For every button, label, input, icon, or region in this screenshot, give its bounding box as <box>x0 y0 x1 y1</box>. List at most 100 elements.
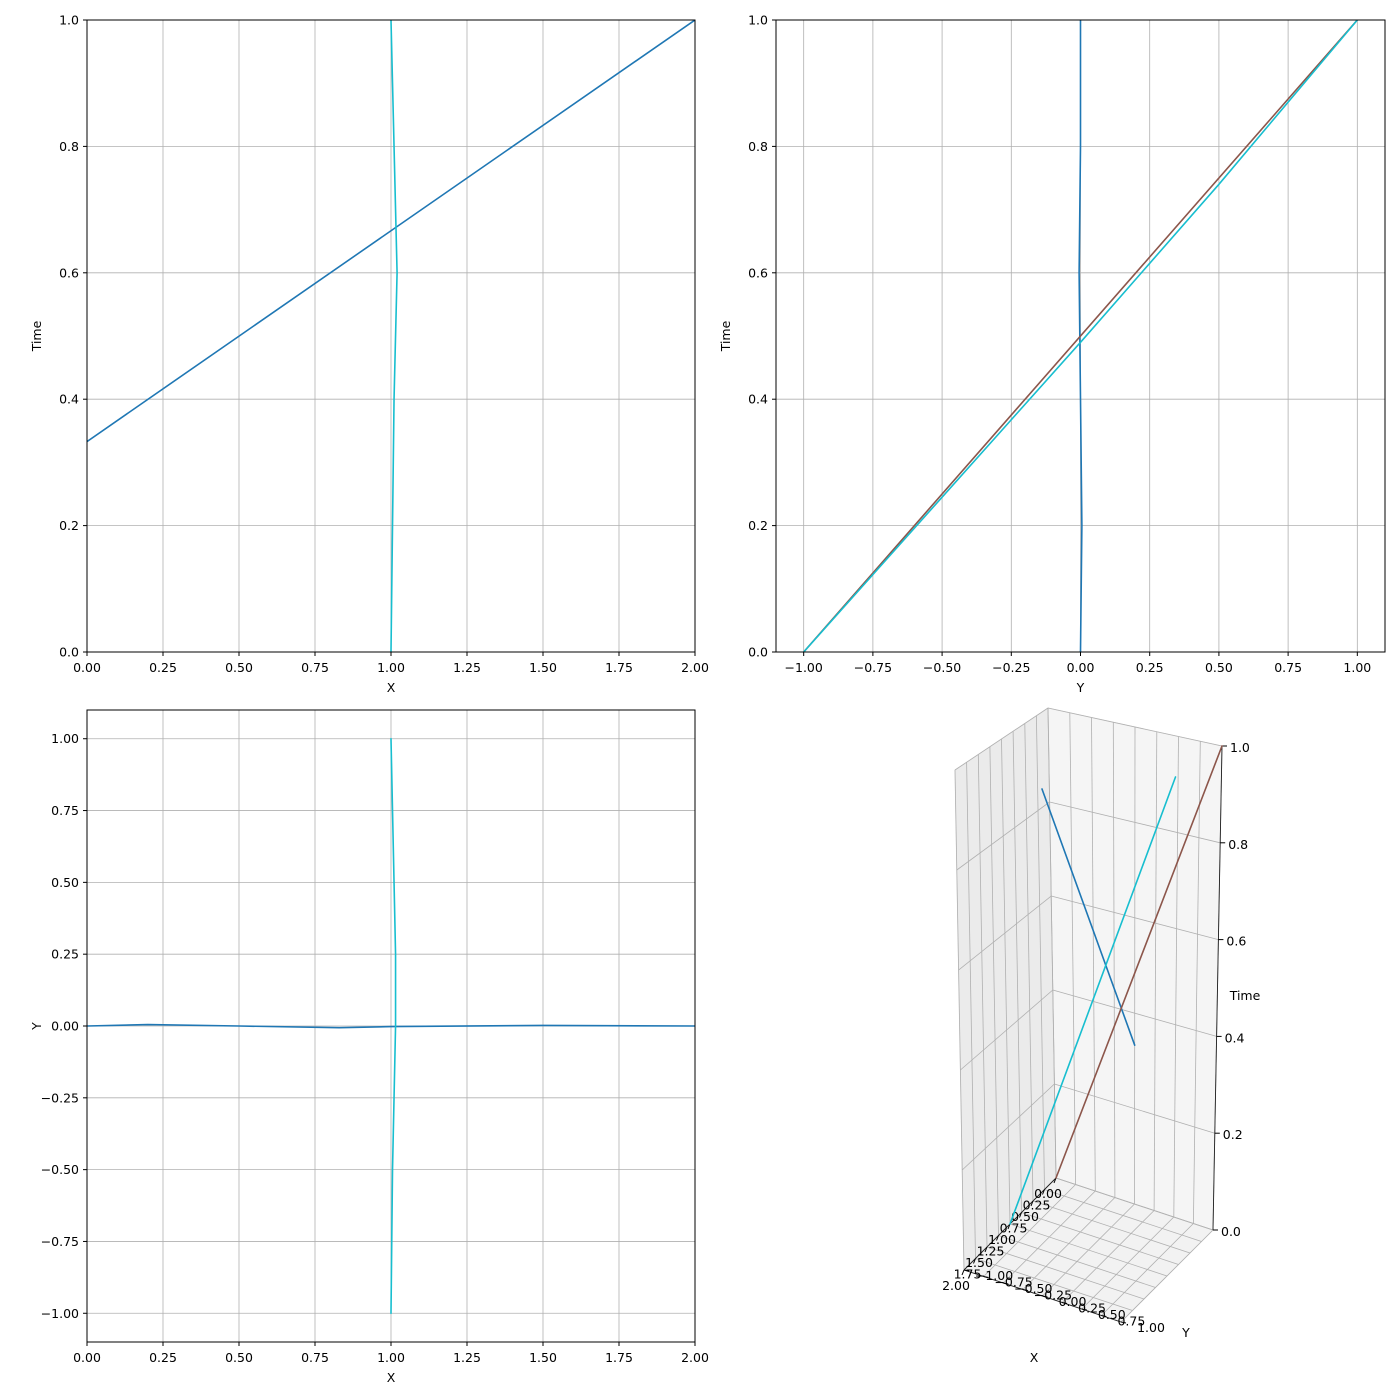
y-tick-label: −0.50 <box>41 1162 79 1177</box>
series-line-1 <box>390 20 398 652</box>
wall-y-gridline <box>1193 741 1201 1224</box>
y-tick-label: −0.25 <box>1034 1288 1072 1303</box>
chart-y-vs-time: −1.00 −0.75 −0.50 −0.25 0.00 0.25 0.50 0.75 1.00… <box>718 13 1386 695</box>
series-line-2 <box>1009 776 1177 1225</box>
y-tick-label: 1.00 <box>1137 1320 1165 1335</box>
x-tick <box>973 1258 976 1264</box>
x-tick-label: 1.00 <box>988 1232 1016 1247</box>
chart-3d-trajectories: 0.000.250.500.751.001.251.501.752.00−1.0… <box>942 707 1261 1365</box>
y-tick-label: 0.2 <box>748 518 768 533</box>
floor-y-gridline <box>1061 1210 1155 1303</box>
z-axis-edge <box>1212 745 1223 1231</box>
x-tick-label: 0.00 <box>73 660 101 675</box>
plot-frame <box>86 19 696 653</box>
x-tick-label: 0.75 <box>301 660 329 675</box>
wall-z-gridline <box>958 895 1052 971</box>
x-tick <box>1007 1223 1011 1230</box>
x-tick-label: 1.75 <box>605 1350 633 1365</box>
wall-z-gridline <box>954 707 1049 771</box>
x-tick-label: 1.25 <box>453 660 481 675</box>
y-tick <box>1062 1302 1068 1304</box>
x-tick-label: 0.00 <box>1034 1186 1062 1201</box>
x-axis-label: X <box>387 1370 396 1385</box>
y-tick-label: 0.25 <box>1078 1301 1106 1316</box>
y-tick <box>1042 1295 1048 1298</box>
wall-x-gridline <box>977 754 988 1248</box>
x-tick-label: 0.25 <box>1023 1198 1051 1213</box>
floor-y-gridline <box>983 1184 1076 1277</box>
x-tick-label: 1.00 <box>1343 660 1371 675</box>
x-axis-label: X <box>1030 1350 1039 1365</box>
x-tick-label: 0.50 <box>225 660 253 675</box>
x-tick-label: 1.50 <box>965 1255 993 1270</box>
x-tick-label: 1.75 <box>954 1267 982 1282</box>
x-tick-label: 0.25 <box>149 660 177 675</box>
wall-x-gridline <box>1012 731 1022 1213</box>
series-line-1 <box>802 20 1359 652</box>
wall-x-gridline <box>989 746 999 1236</box>
wall-y-gridline <box>1134 726 1136 1205</box>
z-axis-label: Time <box>1229 988 1261 1003</box>
x-axis-label: X <box>387 680 396 695</box>
wall-x-gridline <box>1001 738 1011 1225</box>
wall-y-gridline <box>1047 707 1057 1179</box>
y-tick-label: 1.0 <box>59 13 79 28</box>
y-tick <box>1022 1289 1028 1291</box>
x-tick <box>984 1246 988 1253</box>
x-tick-label: 0.25 <box>149 1350 177 1365</box>
x-tick <box>1030 1200 1034 1207</box>
x-tick <box>996 1235 999 1241</box>
x-tick-label: −0.50 <box>923 660 961 675</box>
x-tick-label: 1.00 <box>377 660 405 675</box>
wall-z-gridline <box>956 801 1050 871</box>
y-tick-label: −1.00 <box>41 1306 79 1321</box>
floor-y-gridline <box>1101 1223 1194 1316</box>
x-tick-label: 0.50 <box>225 1350 253 1365</box>
z-tick-label: 0.4 <box>1225 1030 1245 1045</box>
y-tick-label: 0.2 <box>59 518 79 533</box>
y-axis-label: Time <box>29 320 44 352</box>
y-tick-label: 0.8 <box>59 139 79 154</box>
wall-z-gridline <box>1049 801 1221 844</box>
wall-y-gridline <box>1091 717 1096 1192</box>
wall-z-gridline <box>1055 1177 1214 1231</box>
series-line-0 <box>1041 788 1136 1046</box>
y-tick-label: −0.50 <box>1014 1281 1052 1296</box>
wall-x-gridline <box>1024 723 1034 1202</box>
y-tick <box>963 1269 970 1272</box>
x-tick-label: 0.50 <box>1205 660 1233 675</box>
x-tick-label: 1.00 <box>377 1350 405 1365</box>
y-axis-label: Time <box>718 320 733 352</box>
y-tick-label: 0.00 <box>51 1019 79 1034</box>
wall-y-gridline <box>1173 736 1179 1218</box>
wall-z-gridline <box>1047 707 1223 747</box>
x-tick-label: 2.00 <box>681 660 709 675</box>
y-tick-label: 0.0 <box>748 645 768 660</box>
x-tick-label: 0.25 <box>1136 660 1164 675</box>
y-tick-label: −1.00 <box>975 1268 1013 1283</box>
x-tick-label: 0.00 <box>73 1350 101 1365</box>
z-tick-label: 0.0 <box>1221 1224 1241 1239</box>
y-tick-label: 0.4 <box>748 392 768 407</box>
wall-x-gridline <box>954 769 965 1271</box>
plot-frame <box>86 709 696 1343</box>
z-tick-label: 0.6 <box>1226 934 1246 949</box>
y-tick-label: 0.6 <box>59 265 79 280</box>
wall-z-gridline <box>961 1083 1055 1171</box>
y-tick <box>1101 1315 1107 1317</box>
y-tick-label: 0.8 <box>748 139 768 154</box>
y-tick <box>1003 1282 1009 1285</box>
x-tick-label: 2.00 <box>942 1278 970 1293</box>
y-tick-label: 1.00 <box>51 731 79 746</box>
x-tick-label: 0.75 <box>1274 660 1302 675</box>
x-tick-label: 1.50 <box>529 1350 557 1365</box>
wall-z-gridline <box>1052 989 1217 1037</box>
x-axis-label: Y <box>1076 680 1085 695</box>
series-line-0 <box>87 1023 695 1029</box>
y-tick-label: −0.25 <box>41 1090 79 1105</box>
y-tick-label: 0.50 <box>1098 1307 1126 1322</box>
y-tick-label: 0.0 <box>59 645 79 660</box>
y-tick-label: 0.6 <box>748 265 768 280</box>
z-tick-label: 1.0 <box>1230 740 1250 755</box>
